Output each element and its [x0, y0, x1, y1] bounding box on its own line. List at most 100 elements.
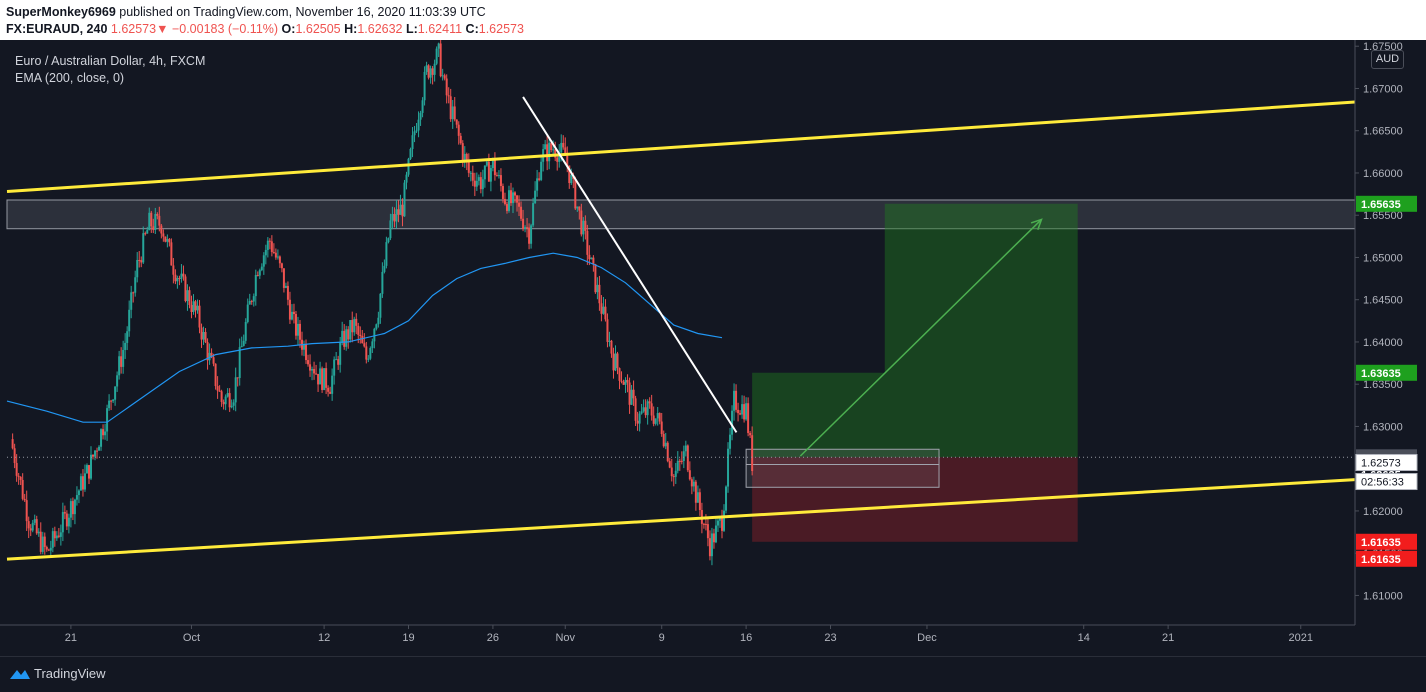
candle-body — [654, 418, 657, 424]
candle-body — [347, 329, 350, 340]
candle-body — [411, 135, 414, 149]
price-label-box — [1356, 364, 1417, 381]
candle-body — [710, 533, 713, 557]
candle-body — [741, 404, 744, 415]
candle-body — [694, 481, 697, 503]
candle-body — [284, 285, 287, 288]
high-value: 1.62632 — [357, 22, 403, 36]
y-tick-label: 1.67000 — [1363, 83, 1403, 95]
y-tick-label: 1.61000 — [1363, 590, 1403, 602]
candle-body — [457, 124, 460, 136]
candle-body — [29, 528, 32, 531]
candle-body — [610, 340, 613, 354]
candle-body — [19, 476, 22, 480]
candle-body — [477, 177, 480, 181]
candle-body — [280, 263, 283, 269]
candle-body — [405, 174, 408, 183]
candle-body — [73, 499, 76, 515]
indicator-label[interactable]: EMA (200, close, 0) — [15, 71, 125, 85]
candle-body — [548, 142, 551, 162]
candle-body — [351, 320, 354, 333]
candle-body — [503, 198, 506, 205]
close-label: C: — [465, 22, 479, 36]
candle-body — [652, 415, 655, 424]
candle-body — [636, 420, 639, 424]
candle-body — [731, 410, 734, 435]
candle-body — [89, 454, 92, 479]
candle-body — [716, 520, 719, 526]
candle-body — [483, 165, 486, 180]
candle-body — [290, 311, 293, 320]
brand-name[interactable]: TradingView — [34, 666, 106, 681]
candle-body — [723, 510, 726, 531]
candle-body — [154, 214, 157, 230]
candle-body — [389, 220, 392, 239]
candle-body — [624, 379, 627, 385]
candle-body — [260, 266, 263, 271]
candle-body — [580, 210, 583, 235]
candle-body — [684, 445, 687, 452]
author-name[interactable]: SuperMonkey6969 — [6, 5, 116, 19]
candle-body — [688, 470, 691, 480]
currency-label[interactable]: AUD — [1371, 50, 1404, 69]
candle-body — [501, 186, 504, 199]
candle-body — [196, 305, 199, 311]
tradingview-logo-icon[interactable] — [8, 667, 32, 681]
candle-body — [65, 513, 68, 527]
y-tick-label: 1.63000 — [1363, 421, 1403, 433]
ema-200-line — [6, 252, 723, 423]
candle-body — [666, 442, 669, 462]
y-tick-label: 1.66000 — [1363, 168, 1403, 180]
y-tick-label: 1.64500 — [1363, 295, 1403, 307]
candle-body — [21, 479, 24, 499]
candle-body — [224, 396, 227, 405]
candle-body — [443, 75, 446, 79]
candle-body — [214, 363, 217, 387]
candle-body — [71, 501, 74, 515]
candle-body — [349, 320, 352, 340]
candle-body — [148, 212, 151, 231]
candle-body — [96, 450, 99, 452]
candle-body — [475, 180, 478, 187]
candle-body — [425, 65, 428, 72]
candle-body — [77, 490, 80, 496]
candle-body — [536, 178, 539, 191]
candle-body — [544, 144, 547, 150]
candle-body — [317, 373, 320, 385]
candle-body — [407, 158, 410, 175]
candle-body — [528, 227, 531, 244]
candle-body — [733, 390, 736, 411]
candle-body — [53, 531, 56, 539]
instrument-title[interactable]: Euro / Australian Dollar, 4h, FXCM — [15, 54, 206, 68]
candle-body — [590, 257, 593, 260]
price-label-box — [1356, 550, 1417, 567]
candle-body — [461, 143, 464, 161]
candle-body — [152, 226, 155, 230]
candle-body — [568, 165, 571, 184]
candle-body — [672, 476, 675, 478]
trendline — [522, 96, 738, 433]
price-label-text: 1.62573 — [1361, 458, 1401, 470]
publish-info: SuperMonkey6969 published on TradingView… — [6, 5, 486, 19]
candle-body — [67, 517, 70, 527]
candle-body — [526, 227, 529, 229]
candle-body — [170, 242, 173, 266]
candle-body — [309, 364, 312, 371]
candle-body — [81, 476, 84, 490]
candle-body — [608, 340, 611, 342]
candle-body — [106, 408, 109, 432]
candle-body — [735, 390, 738, 410]
publish-header: SuperMonkey6969 published on TradingView… — [0, 0, 1426, 40]
price-chart[interactable]: 1.675001.670001.665001.660001.655001.650… — [0, 40, 1426, 656]
y-tick-label: 1.65000 — [1363, 252, 1403, 264]
candle-body — [79, 476, 82, 491]
candle-body — [634, 398, 637, 421]
candle-body — [538, 178, 541, 180]
candle-body — [658, 413, 661, 422]
candle-body — [39, 531, 42, 552]
candle-body — [660, 421, 663, 435]
candle-body — [333, 359, 336, 376]
close-value: 1.62573 — [478, 22, 524, 36]
candle-body — [592, 257, 595, 265]
candle-body — [365, 346, 368, 360]
